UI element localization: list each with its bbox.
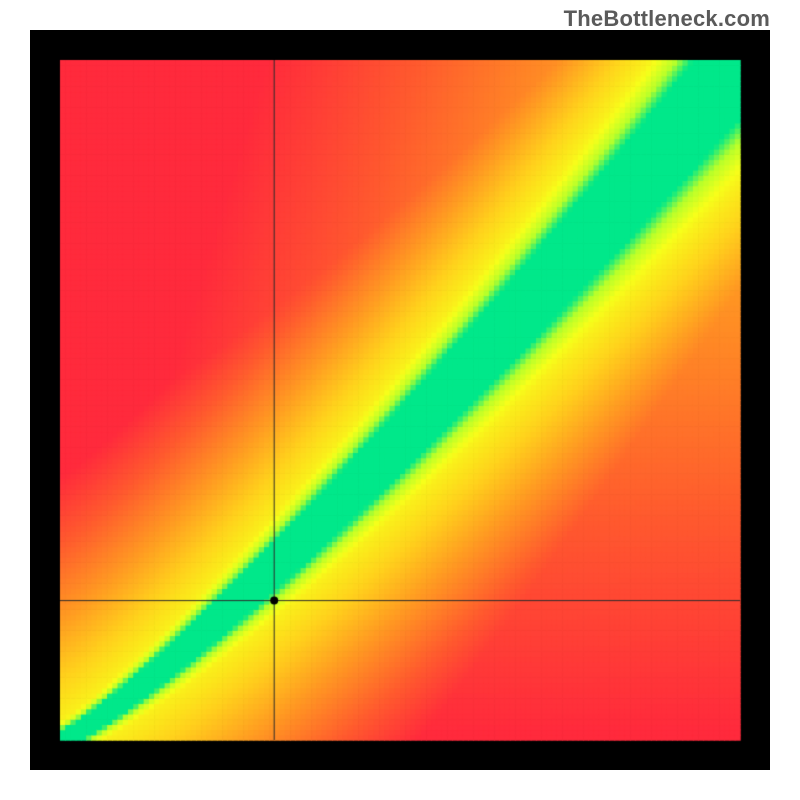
bottleneck-heatmap [30,30,770,770]
watermark-text: TheBottleneck.com [564,6,770,32]
heatmap-canvas [30,30,770,770]
